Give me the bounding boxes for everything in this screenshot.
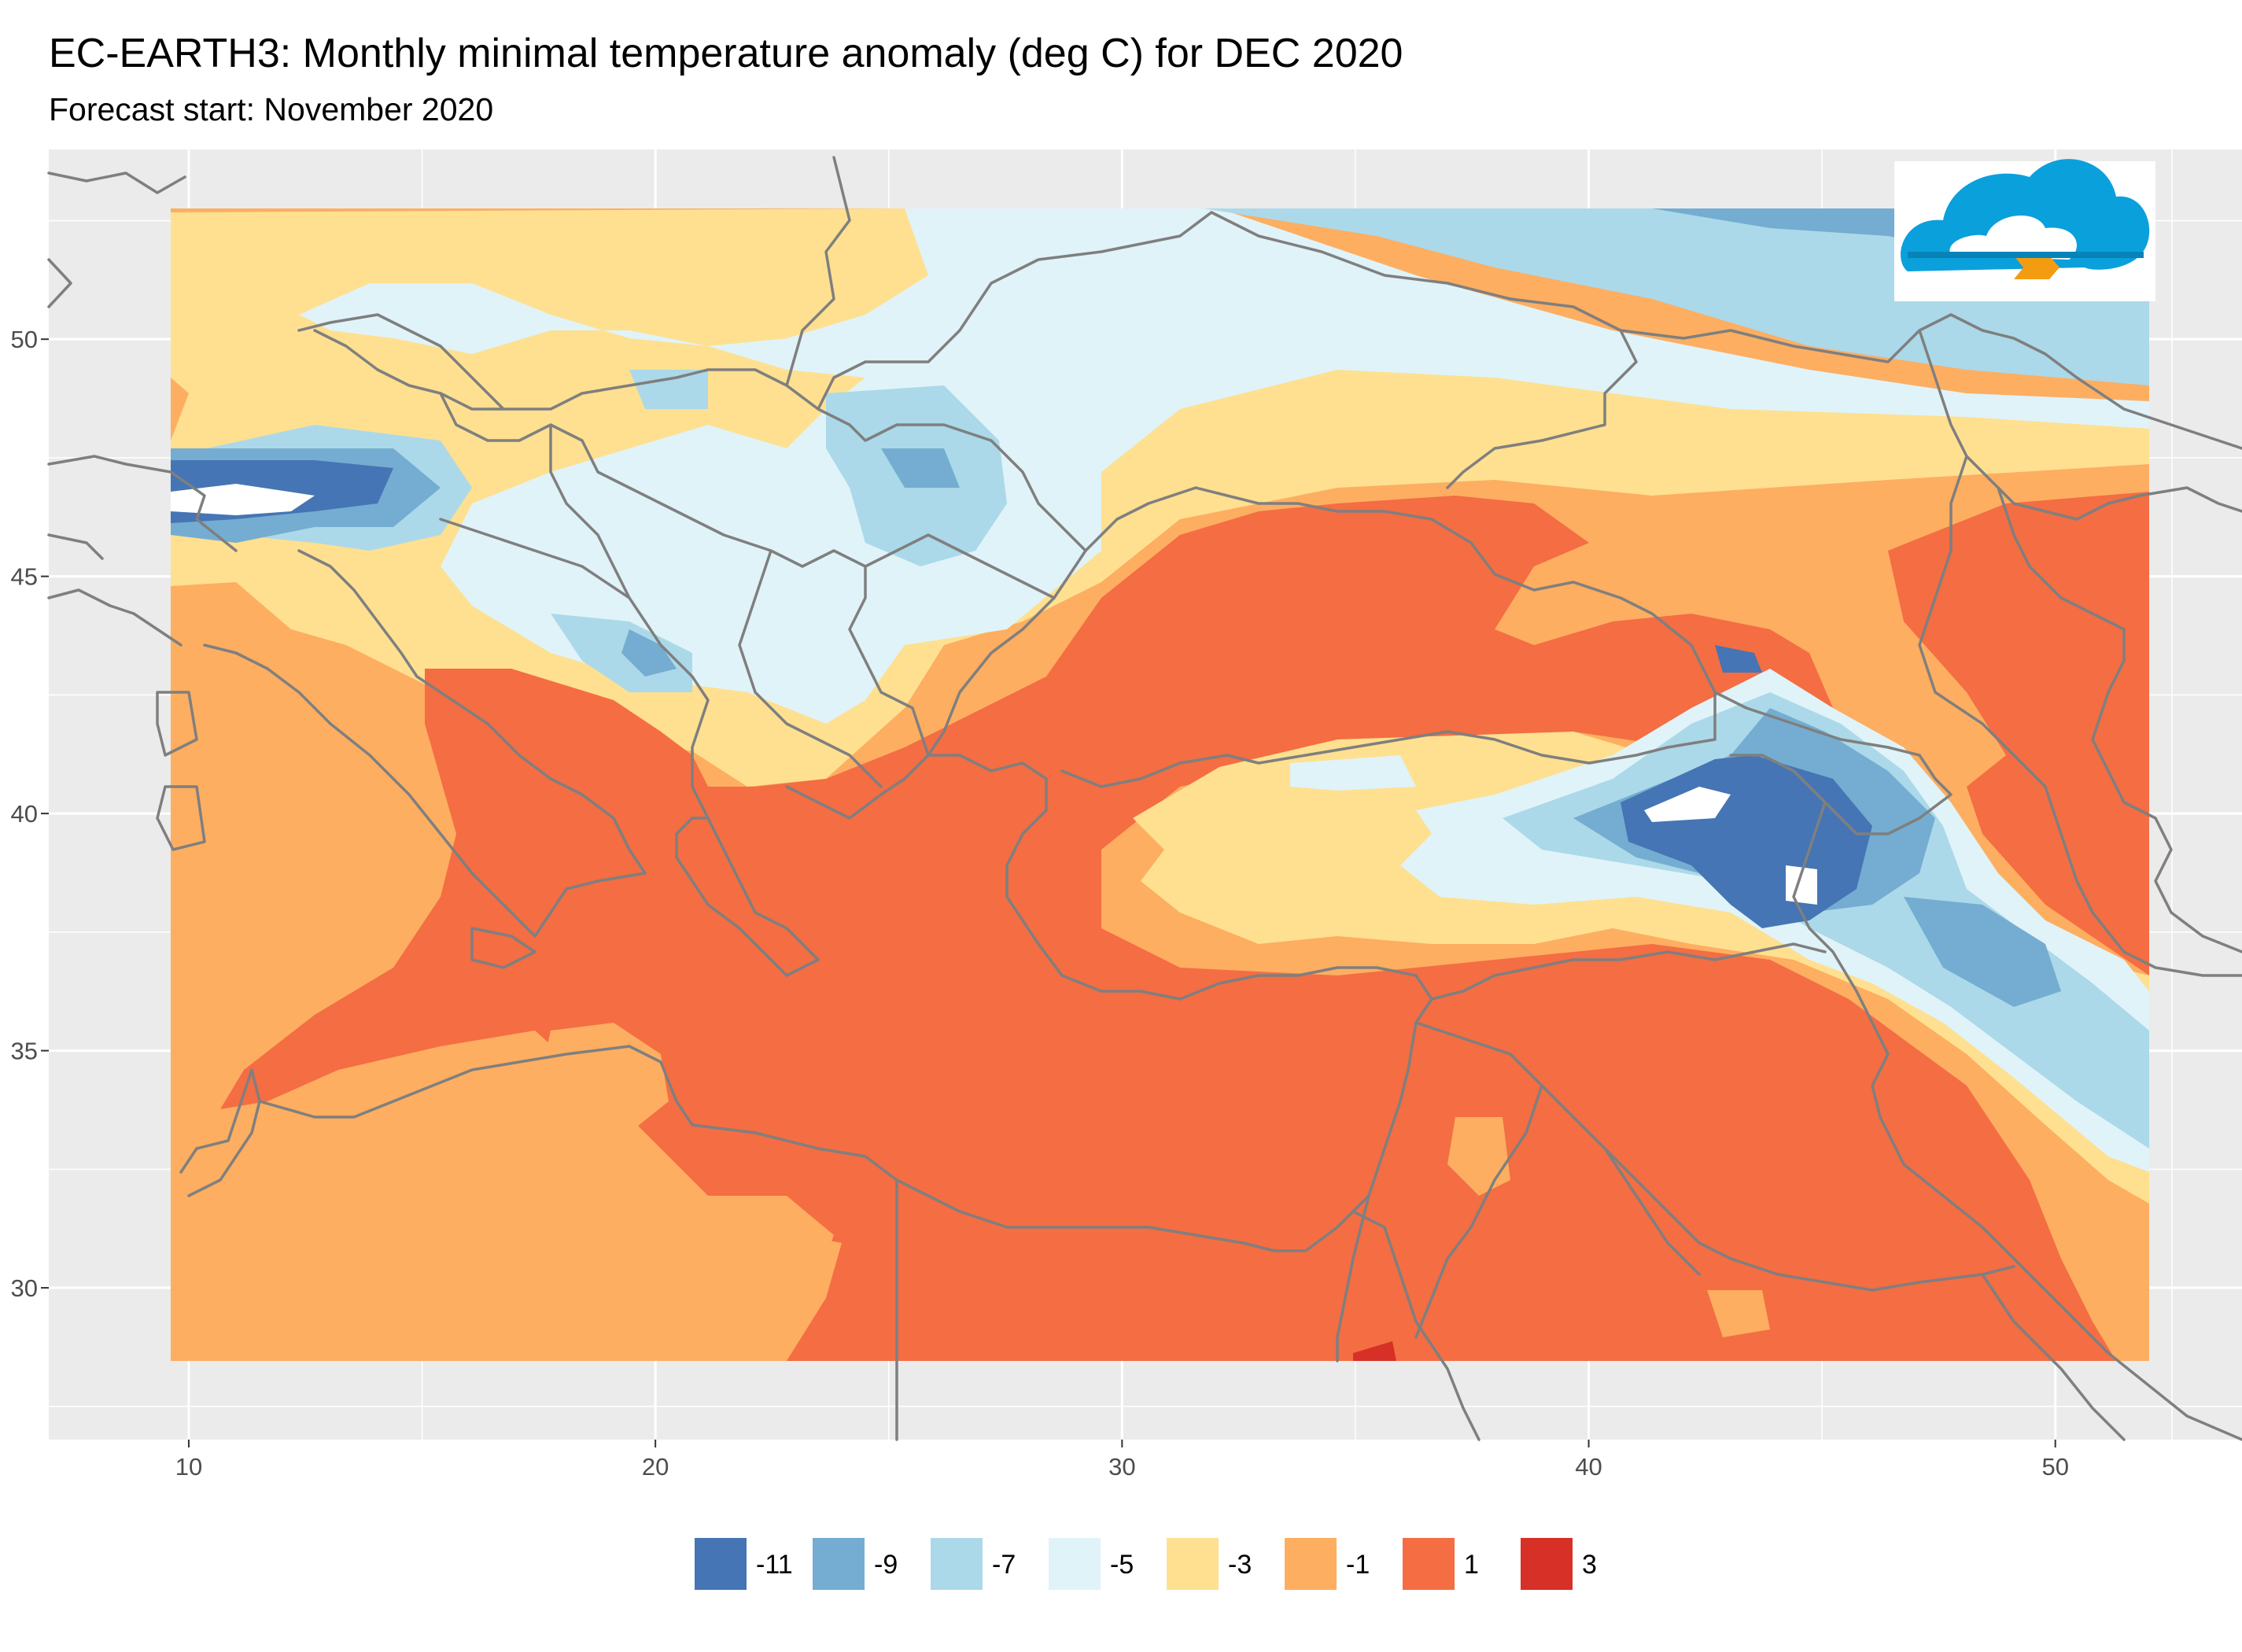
coastline-adriatic-balkans — [439, 502, 1150, 977]
y-tick-label: 35 — [11, 1038, 38, 1065]
band-minus5-anatolia — [1290, 669, 2149, 1172]
legend-label: -11 — [756, 1550, 793, 1580]
legend-key — [1285, 1538, 1337, 1590]
legend-label: -7 — [992, 1550, 1016, 1580]
band-minus1-patch-1 — [535, 1023, 677, 1227]
legend: -11 -9 -7 -5 -3 -1 1 3 — [695, 1538, 1597, 1590]
band-minus1-patch-4 — [1707, 1290, 1770, 1337]
x-tick-label: 20 — [642, 1453, 669, 1481]
x-tick-label: 10 — [175, 1453, 202, 1481]
legend-label: 3 — [1582, 1550, 1597, 1580]
coastline-africa — [179, 1045, 1370, 1252]
axis-labels: 10 20 30 40 50 30 35 40 45 50 — [11, 326, 2069, 1481]
legend-key — [1049, 1538, 1101, 1590]
y-tick-label: 50 — [11, 326, 38, 353]
legend-label: -5 — [1110, 1550, 1134, 1580]
band-minus1-patch-3 — [1447, 1117, 1510, 1196]
band-plus3-spot — [1353, 1341, 1396, 1361]
coastline-aegean-anatolia — [927, 486, 1717, 1363]
legend-key — [813, 1538, 865, 1590]
legend-key — [1403, 1538, 1455, 1590]
legend-key — [695, 1538, 747, 1590]
chart-subtitle: Forecast start: November 2020 — [49, 91, 494, 127]
x-tick-label: 50 — [2041, 1453, 2068, 1481]
x-tick-label: 40 — [1575, 1453, 1602, 1481]
border-lines-europe — [297, 156, 1213, 788]
axis-ticks — [41, 338, 2056, 1447]
coastline-caspian — [1997, 486, 2242, 953]
legend-label: -1 — [1346, 1550, 1370, 1580]
coastline-italy — [156, 549, 647, 969]
band-minus1-patch-2 — [692, 1196, 834, 1361]
band-plus1-main — [220, 496, 2116, 1361]
legend-key — [1521, 1538, 1573, 1590]
cloud-logo-icon — [1894, 159, 2155, 301]
chart-title: EC-EARTH3: Monthly minimal temperature a… — [49, 31, 1403, 76]
x-tick-label: 30 — [1108, 1453, 1135, 1481]
y-tick-label: 45 — [11, 563, 38, 591]
border-lines-middle-east — [895, 942, 2126, 1441]
coastline-west — [47, 171, 238, 647]
y-tick-label: 40 — [11, 800, 38, 828]
legend-key — [931, 1538, 983, 1590]
no-data-hole-anatolia-1 — [1644, 787, 1731, 822]
band-minus11-anatolia — [1621, 645, 1872, 928]
band-minus5-north — [299, 208, 2149, 724]
legend-label: 1 — [1464, 1550, 1479, 1580]
anomaly-field — [171, 208, 2149, 1361]
legend-key — [1167, 1538, 1219, 1590]
legend-label: -3 — [1228, 1550, 1252, 1580]
no-data-hole-north — [171, 484, 315, 515]
legend-label: -9 — [874, 1550, 898, 1580]
y-tick-label: 30 — [11, 1274, 38, 1302]
border-lines-east — [1210, 211, 2242, 1441]
borders-overlay — [47, 156, 2242, 1441]
band-plus1-east — [1888, 492, 2149, 975]
